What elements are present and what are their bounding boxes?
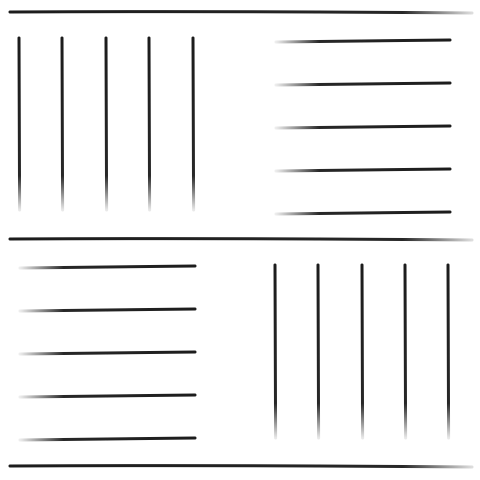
vertical-stroke (60, 36, 65, 212)
horizontal-stroke (18, 264, 197, 270)
horizontal-stroke (18, 436, 197, 442)
horizontal-stroke (274, 167, 452, 173)
panel-bottom-left-horizontal-strokes (18, 264, 197, 442)
middle-rule (8, 237, 474, 242)
horizontal-stroke (18, 307, 197, 313)
vertical-stroke (446, 263, 451, 440)
panel-top-left-vertical-strokes (17, 36, 196, 212)
top-rule (8, 10, 474, 15)
horizontal-stroke (274, 81, 452, 87)
vertical-stroke (17, 36, 22, 212)
vertical-stroke (403, 263, 408, 440)
vertical-stroke (360, 263, 365, 440)
panel-top-right-horizontal-strokes (274, 38, 452, 216)
horizontal-stroke (18, 393, 197, 399)
vertical-stroke (273, 263, 278, 440)
vertical-stroke (191, 36, 196, 212)
vertical-stroke (147, 36, 152, 212)
horizontal-stroke (274, 124, 452, 130)
horizontal-stroke (274, 210, 452, 216)
bottom-rule (8, 464, 474, 469)
vertical-stroke (316, 263, 321, 440)
panel-bottom-right-vertical-strokes (273, 263, 451, 440)
horizontal-stroke (274, 38, 452, 44)
horizontal-rules (8, 10, 474, 469)
vertical-stroke (104, 36, 109, 212)
horizontal-stroke (18, 350, 197, 356)
